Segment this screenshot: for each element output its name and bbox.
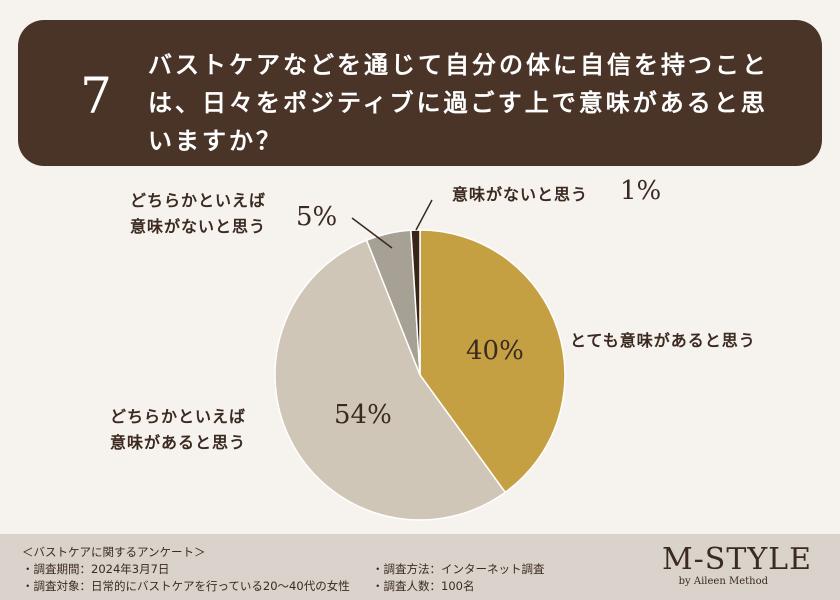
survey-count: ・調査人数：100名 [372, 579, 475, 593]
pct-not-meaningful: 1% [620, 176, 662, 206]
question-line: バストケアなどを通じて自分の体に自信を持つこと [148, 51, 769, 79]
brand-logo: M-STYLE [661, 542, 812, 577]
footer [0, 534, 840, 600]
slice-not-meaningful [410, 229, 421, 376]
label-somewhat-meaningful: どちらかといえば 意味があると思う [110, 407, 247, 452]
question-line: いますか？ [148, 127, 283, 155]
leader-line-somewhat-not-meaningful [351, 217, 393, 249]
slice-somewhat-meaningful [274, 239, 507, 521]
brand-logo-sub: by Aileen Method [678, 576, 768, 587]
survey-title: ＜バストケアに関するアンケート＞ [22, 545, 206, 559]
slice-very-meaningful [419, 229, 566, 494]
label-not-meaningful: 意味がないと思う [452, 185, 589, 204]
label-somewhat-not-meaningful: どちらかといえば 意味がないと思う [130, 191, 267, 236]
pct-somewhat-meaningful: 54% [334, 400, 392, 430]
pct-very-meaningful: 40% [466, 336, 524, 366]
label-very-meaningful: とても意味があると思う [570, 331, 756, 350]
survey-period: ・調査期間：2024年3月7日 [22, 562, 170, 576]
survey-method: ・調査方法：インターネット調査 [372, 562, 545, 576]
pct-somewhat-not-meaningful: 5% [296, 202, 338, 232]
question-number: 7 [80, 67, 112, 125]
survey-target: ・調査対象：日常的にバストケアを行っている20〜40代の女性 [22, 579, 350, 593]
question-banner: 7 バストケアなどを通じて自分の体に自信を持つこと は、日々をポジティブに過ごす… [18, 20, 822, 166]
question-text: バストケアなどを通じて自分の体に自信を持つこと は、日々をポジティブに過ごす上で… [148, 46, 818, 160]
leader-line-not-meaningful [415, 199, 433, 231]
question-line: は、日々をポジティブに過ごす上で意味があると思 [148, 89, 768, 117]
